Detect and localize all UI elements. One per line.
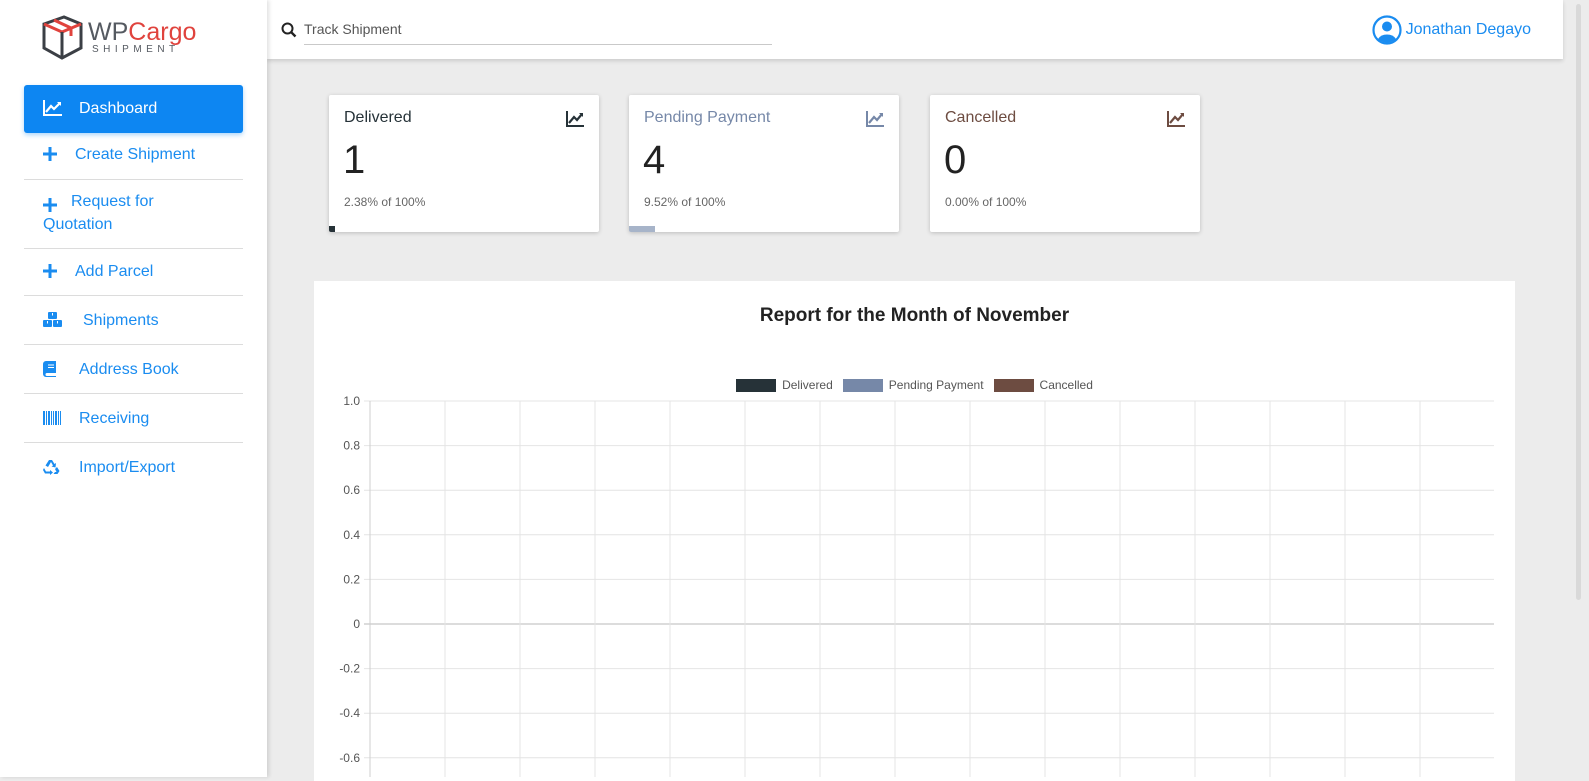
- sidebar-item-dashboard[interactable]: Dashboard: [24, 85, 243, 133]
- legend-swatch: [993, 378, 1034, 392]
- sidebar-item-label: Dashboard: [79, 100, 158, 117]
- logo-cargo: Cargo: [128, 18, 197, 46]
- legend-label: Cancelled: [1039, 378, 1093, 392]
- sidebar-nav: Dashboard Create Shipment Request for Qu…: [24, 85, 243, 491]
- sidebar-item-label: Address Book: [79, 361, 179, 378]
- y-tick-label: 0.6: [343, 483, 360, 497]
- sidebar-item-receiving[interactable]: Receiving: [24, 394, 243, 443]
- sidebar-item-request-quotation[interactable]: Request for Quotation: [24, 180, 243, 249]
- sidebar-item-import-export[interactable]: Import/Export: [24, 443, 243, 491]
- sidebar-item-label: Import/Export: [79, 459, 176, 476]
- y-tick-label: -0.6: [339, 751, 360, 765]
- user-avatar-icon: [1371, 15, 1402, 45]
- card-value: 4: [643, 138, 666, 182]
- barcode-icon: [43, 408, 65, 428]
- legend-item-pending-payment[interactable]: Pending Payment: [842, 378, 984, 392]
- legend-swatch: [842, 378, 883, 392]
- chart-line-icon: [1167, 111, 1186, 132]
- legend-label: Pending Payment: [888, 378, 984, 392]
- sidebar-item-label: Shipments: [83, 312, 159, 329]
- legend-label: Delivered: [782, 378, 833, 392]
- sidebar: WPCargo SHIPMENT Dashboard Create Shipme…: [0, 0, 267, 777]
- card-percent: 2.38% of 100%: [344, 195, 426, 209]
- page-scrollbar[interactable]: [1563, 0, 1589, 777]
- stat-card-pending-payment: Pending Payment 4 9.52% of 100%: [629, 95, 899, 232]
- scrollbar-thumb[interactable]: [1576, 4, 1581, 600]
- sidebar-item-address-book[interactable]: Address Book: [24, 345, 243, 394]
- card-title: Cancelled: [945, 109, 1017, 126]
- y-tick-label: 0: [353, 617, 360, 631]
- sidebar-item-add-parcel[interactable]: Add Parcel: [24, 249, 243, 296]
- card-progress-bar: [329, 226, 336, 232]
- card-percent: 0.00% of 100%: [945, 195, 1027, 209]
- card-percent: 9.52% of 100%: [644, 195, 726, 209]
- report-chart-panel: Report for the Month of November Deliver…: [314, 281, 1515, 781]
- user-name: Jonathan Degayo: [1405, 21, 1531, 38]
- legend-item-delivered[interactable]: Delivered: [736, 378, 833, 392]
- top-header: Jonathan Degayo: [267, 0, 1563, 59]
- sidebar-item-create-shipment[interactable]: Create Shipment: [24, 133, 243, 180]
- chart-title: Report for the Month of November: [759, 305, 1070, 326]
- chart-plot: 1.0 0.8 0.6 0.4 0.2 0 -0.2 -0.4 -0.6: [339, 394, 1494, 777]
- cube-logo-icon: [42, 15, 83, 60]
- search-icon: [281, 22, 297, 43]
- sidebar-item-label: Receiving: [79, 410, 150, 427]
- chart-legend: Delivered Pending Payment Cancelled: [314, 378, 1515, 392]
- stat-card-delivered: Delivered 1 2.38% of 100%: [329, 95, 599, 232]
- stat-card-cancelled: Cancelled 0 0.00% of 100%: [930, 95, 1200, 232]
- y-tick-label: 0.8: [343, 439, 360, 453]
- legend-swatch: [736, 378, 777, 392]
- logo-subtitle: SHIPMENT: [92, 44, 180, 55]
- y-tick-label: 1.0: [343, 394, 360, 408]
- sidebar-item-shipments[interactable]: Shipments: [24, 296, 243, 345]
- plus-icon: [43, 144, 65, 164]
- plus-icon: [43, 195, 65, 215]
- card-title: Pending Payment: [644, 109, 771, 126]
- card-progress-bar: [629, 226, 655, 232]
- boxes-icon: [43, 310, 65, 330]
- chart-line-icon: [43, 98, 65, 118]
- chart-line-icon: [566, 111, 585, 132]
- card-value: 0: [944, 138, 967, 182]
- logo-text: WPCargo: [88, 18, 196, 46]
- card-value: 1: [343, 138, 366, 182]
- book-icon: [43, 359, 65, 379]
- track-shipment-input[interactable]: [304, 14, 772, 45]
- y-tick-label: 0.2: [343, 572, 360, 586]
- sidebar-item-label: Create Shipment: [75, 146, 196, 163]
- y-tick-label: -0.2: [339, 662, 360, 676]
- chart-line-icon: [866, 111, 885, 132]
- recycle-icon: [43, 457, 65, 477]
- y-tick-label: -0.4: [339, 706, 360, 720]
- plus-icon: [43, 261, 65, 281]
- sidebar-item-label: Request for Quotation: [43, 193, 154, 233]
- user-menu[interactable]: Jonathan Degayo: [1371, 15, 1531, 45]
- card-title: Delivered: [344, 109, 412, 126]
- y-tick-label: 0.4: [343, 528, 360, 542]
- legend-item-cancelled[interactable]: Cancelled: [993, 378, 1093, 392]
- wpcargo-logo[interactable]: WPCargo SHIPMENT: [40, 14, 210, 64]
- sidebar-item-label: Add Parcel: [75, 263, 154, 280]
- logo-wp: WP: [88, 18, 129, 46]
